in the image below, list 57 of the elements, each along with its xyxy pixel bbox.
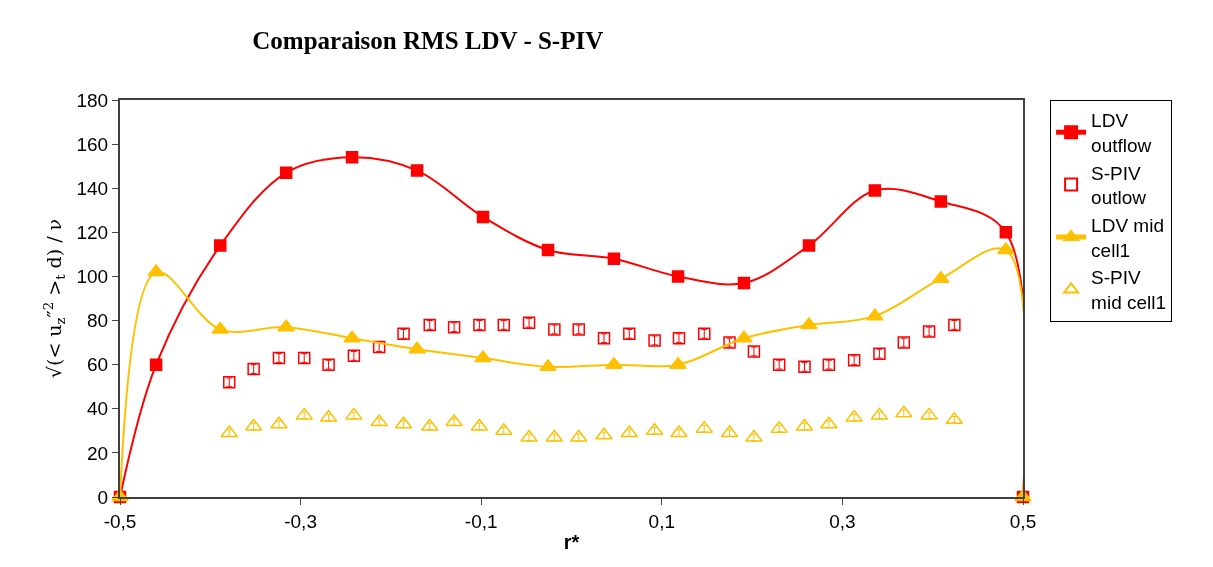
point [279, 166, 293, 180]
point [671, 270, 685, 283]
y-tick-label: 120 [76, 221, 109, 243]
y-tick-label: 100 [76, 266, 109, 288]
point [845, 409, 863, 422]
point [213, 239, 227, 252]
x-tick-label: 0,5 [1009, 510, 1037, 532]
point [541, 243, 555, 257]
point [745, 429, 763, 442]
point [445, 414, 463, 427]
point [147, 264, 165, 277]
point [410, 164, 424, 177]
y-tick-label: 80 [87, 310, 109, 332]
point [999, 226, 1013, 239]
point [476, 210, 490, 224]
point [270, 416, 288, 429]
x-tick-label: 0,1 [648, 510, 676, 532]
point [802, 239, 816, 252]
point [932, 270, 950, 283]
chart-title: Comparaison RMS LDV - S-PIV [252, 26, 604, 54]
legend-label: S-PIV outlow [1091, 162, 1147, 209]
x-axis-title: r* [563, 530, 580, 553]
point [474, 350, 492, 363]
point [520, 429, 538, 442]
x-tick-label: -0,5 [103, 510, 137, 532]
y-tick-label: 20 [87, 442, 109, 464]
point [149, 358, 163, 371]
point [997, 242, 1015, 255]
point [669, 356, 687, 369]
point [605, 356, 623, 369]
point [670, 425, 688, 438]
point [737, 276, 751, 290]
point [345, 151, 359, 164]
y-tick-label: 0 [97, 486, 109, 508]
point [866, 308, 884, 321]
point [539, 359, 557, 372]
point [370, 414, 388, 427]
y-tick-label: 140 [76, 177, 109, 199]
point [408, 341, 426, 354]
point [820, 416, 838, 429]
point [277, 319, 295, 332]
y-tick-label: 40 [87, 398, 109, 420]
point [343, 330, 361, 343]
point [800, 317, 818, 330]
x-tick-label: -0,3 [284, 510, 317, 532]
legend-label: LDV outflow [1091, 110, 1152, 156]
y-tick-label: 180 [76, 89, 109, 111]
y-tick-label: 160 [76, 133, 109, 155]
legend-label: S-PIV mid cell1 [1091, 267, 1167, 314]
point [868, 184, 882, 197]
legend-label: LDV mid cell1 [1091, 215, 1164, 261]
x-tick-label: -0,1 [464, 510, 498, 532]
y-tick-label: 60 [87, 354, 109, 376]
point [934, 195, 948, 208]
point [735, 330, 753, 343]
x-tick-label: 0,3 [829, 510, 856, 532]
point [607, 252, 621, 266]
